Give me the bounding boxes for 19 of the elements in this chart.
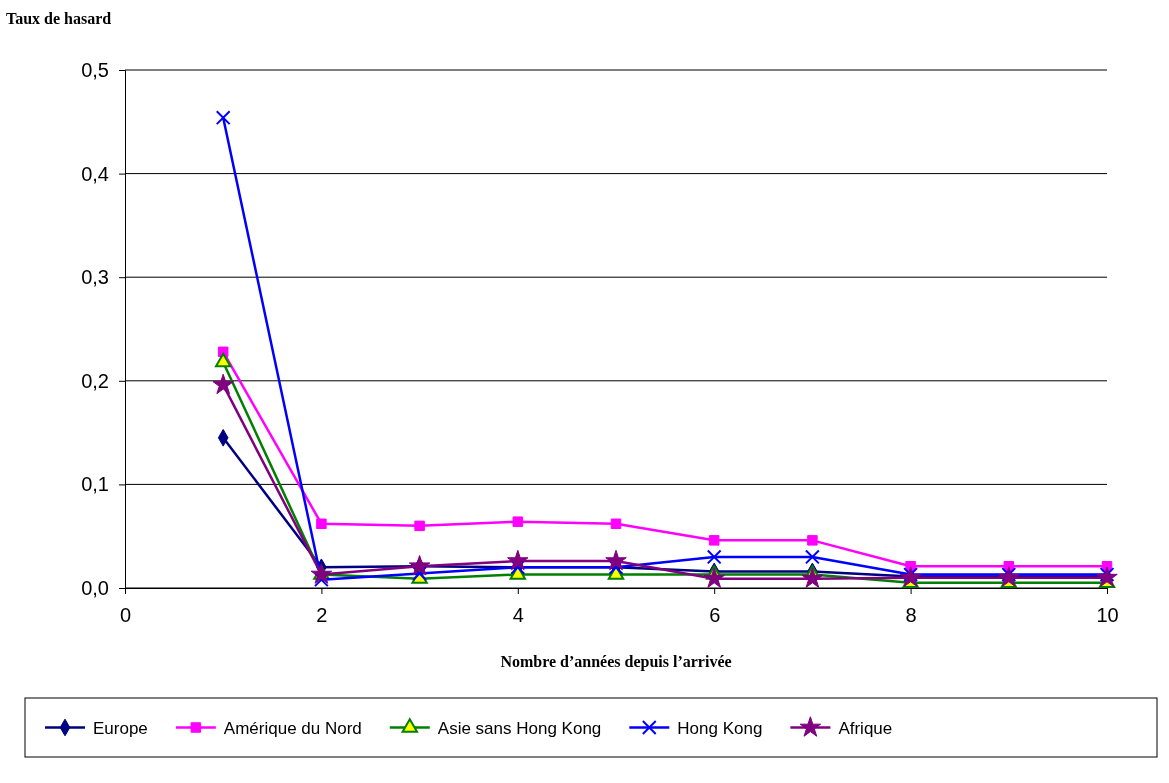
y-tick-label: 0,3 [81, 266, 109, 289]
x-tick-label: 8 [905, 604, 917, 627]
legend-label: Afrique [838, 718, 893, 738]
x-tick-label: 0 [119, 604, 132, 627]
x-tick-label: 4 [512, 604, 524, 627]
x-tick-label: 10 [1096, 604, 1119, 627]
legend-label: Asie sans Hong Kong [437, 718, 602, 738]
x-axis-title: Nombre d’années depuis l’arrivée [500, 653, 732, 671]
y-tick-label: 0,5 [81, 58, 109, 81]
y-tick-label: 0,2 [81, 369, 109, 392]
y-tick-label: 0,0 [81, 576, 109, 599]
y-tick-label: 0,1 [81, 473, 109, 496]
legend-label: Amérique du Nord [223, 718, 362, 738]
y-tick-label: 0,4 [81, 162, 109, 185]
x-tick-label: 6 [709, 604, 721, 627]
legend-label: Hong Kong [677, 718, 763, 738]
legend-label: Europe [93, 718, 148, 738]
y-axis-title: Taux de hasard [6, 10, 112, 27]
x-tick-label: 2 [316, 604, 328, 627]
